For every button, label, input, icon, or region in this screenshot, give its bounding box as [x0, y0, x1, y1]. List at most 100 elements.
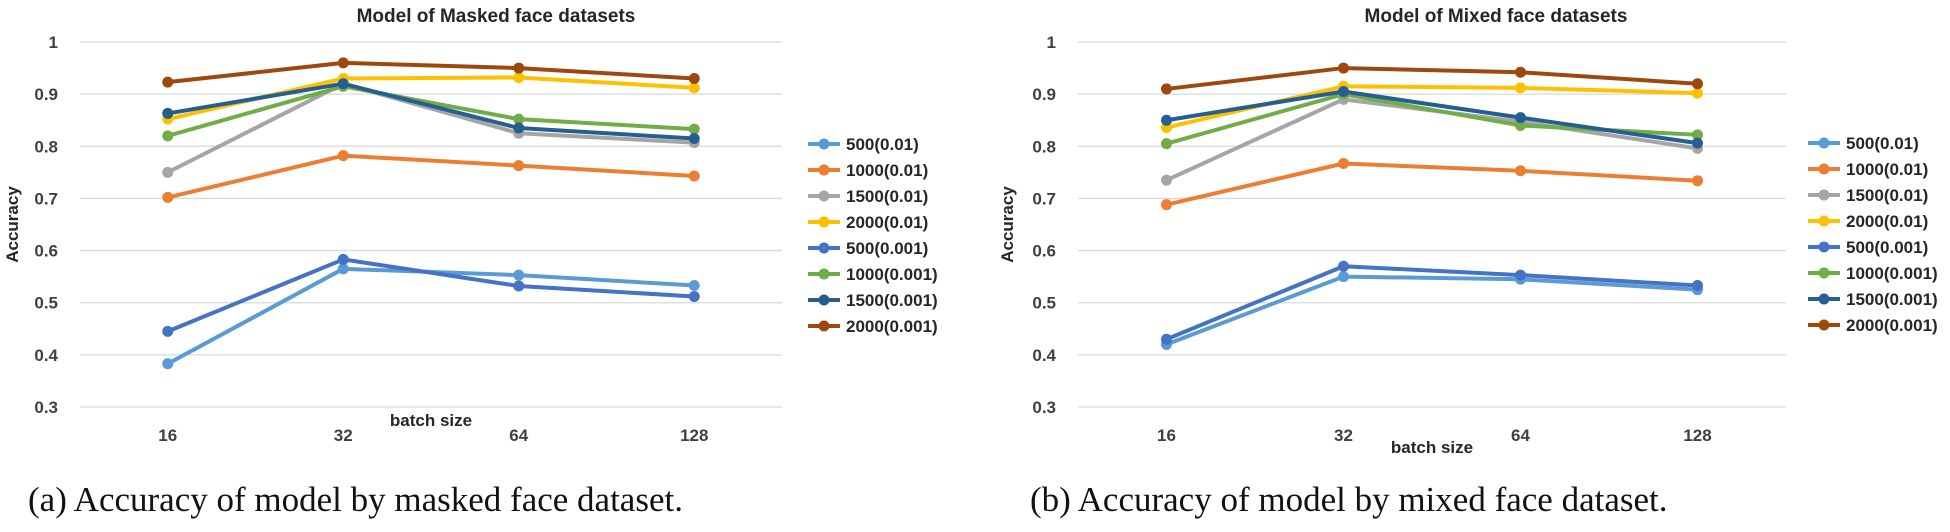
data-point — [1161, 199, 1172, 211]
series-1500(0.001) — [162, 78, 700, 144]
data-point — [688, 132, 700, 144]
series-500(0.01) — [162, 263, 700, 370]
data-point — [513, 269, 525, 281]
legend-label: 2000(0.001) — [846, 317, 938, 336]
y-tick-label: 0.5 — [34, 294, 58, 313]
x-tick-label: 16 — [1157, 426, 1176, 445]
data-point — [1515, 66, 1526, 78]
series-line — [165, 81, 697, 175]
data-point — [1338, 271, 1349, 283]
data-point — [337, 263, 349, 275]
legend-swatch-marker — [818, 242, 830, 254]
legend-swatch-marker — [1818, 137, 1830, 149]
legend-label: 1500(0.01) — [1846, 186, 1928, 205]
y-tick-label: 0.9 — [1032, 85, 1056, 104]
legend-entry: 500(0.01) — [808, 135, 919, 154]
data-point — [688, 123, 700, 135]
data-point — [1692, 87, 1703, 99]
legend-swatch-marker — [1818, 189, 1830, 201]
data-point — [513, 62, 525, 74]
x-tick-label: 32 — [334, 426, 353, 445]
legend-swatch-marker — [1818, 215, 1830, 227]
x-axis-label: batch size — [390, 411, 472, 430]
y-tick-label: 0.5 — [1032, 294, 1056, 313]
legend-label: 500(0.001) — [846, 239, 928, 258]
legend-entry: 1500(0.001) — [808, 291, 938, 310]
series-2000(0.01) — [162, 71, 700, 125]
legend: 500(0.01) 1000(0.01) 1500(0.01) 2000(0.01) 5… — [1808, 134, 1938, 335]
y-tick-label: 0.7 — [1032, 189, 1056, 208]
x-tick-label: 64 — [1511, 426, 1530, 445]
legend-entry: 2000(0.001) — [1808, 316, 1938, 335]
data-point — [1161, 114, 1172, 126]
data-point — [162, 76, 174, 88]
y-tick-label: 1 — [49, 33, 58, 52]
legend-swatch-marker — [818, 190, 830, 202]
data-point — [1515, 82, 1526, 94]
caption-b: (b) Accuracy of model by mixed face data… — [1030, 480, 1668, 519]
legend-swatch-marker — [818, 216, 830, 228]
data-point — [162, 166, 174, 178]
x-tick-label: 64 — [509, 426, 528, 445]
legend-label: 500(0.01) — [1846, 134, 1919, 153]
data-point — [162, 130, 174, 142]
y-tick-label: 0.6 — [34, 242, 58, 261]
data-point — [337, 78, 349, 90]
data-point — [1161, 174, 1172, 186]
data-point — [1161, 83, 1172, 95]
legend-swatch-marker — [1818, 267, 1830, 279]
legend-label: 500(0.001) — [1846, 238, 1928, 257]
data-point — [1338, 157, 1349, 169]
series-500(0.001) — [1161, 260, 1703, 345]
y-tick-label: 0.3 — [1032, 398, 1056, 417]
legend-label: 1000(0.01) — [1846, 160, 1928, 179]
data-point — [1692, 137, 1703, 149]
legend-entry: 1500(0.01) — [808, 187, 928, 206]
legend-swatch-marker — [1818, 241, 1830, 253]
legend-entry: 500(0.01) — [1808, 134, 1919, 153]
data-point — [688, 280, 700, 292]
data-point — [1692, 129, 1703, 141]
y-tick-label: 1 — [1047, 33, 1056, 52]
series-line — [1164, 161, 1700, 207]
x-axis-label: batch size — [1391, 438, 1473, 457]
legend-label: 2000(0.01) — [846, 213, 928, 232]
data-point — [162, 107, 174, 119]
x-tick-label: 16 — [158, 426, 177, 445]
legend-label: 1000(0.001) — [1846, 264, 1938, 283]
series-500(0.001) — [162, 253, 700, 337]
legend-label: 2000(0.001) — [1846, 316, 1938, 335]
legend-swatch-marker — [1818, 163, 1830, 175]
data-point — [337, 150, 349, 162]
series-line — [1164, 66, 1700, 91]
legend-swatch-marker — [818, 294, 830, 306]
series-line — [165, 84, 697, 138]
legend-label: 1500(0.001) — [1846, 290, 1938, 309]
caption-a: (a) Accuracy of model by masked face dat… — [28, 480, 683, 519]
series-2000(0.001) — [1161, 62, 1703, 95]
data-point — [688, 170, 700, 182]
y-tick-label: 0.4 — [1032, 346, 1056, 365]
y-tick-label: 0.8 — [34, 137, 58, 156]
data-point — [688, 290, 700, 302]
legend-entry: 500(0.001) — [1808, 238, 1928, 257]
data-point — [1161, 333, 1172, 345]
legend-swatch-marker — [818, 138, 830, 150]
series-line — [1164, 274, 1700, 347]
data-point — [513, 113, 525, 125]
data-point — [1515, 165, 1526, 177]
data-point — [513, 160, 525, 172]
chart-title: Model of Masked face datasets — [357, 6, 636, 27]
legend-swatch-marker — [818, 164, 830, 176]
legend-entry: 1000(0.01) — [808, 161, 928, 180]
data-point — [162, 358, 174, 370]
data-point — [1515, 119, 1526, 131]
data-point — [162, 191, 174, 203]
series-1500(0.001) — [1161, 86, 1703, 149]
series-2000(0.001) — [162, 57, 700, 88]
y-tick-label: 0.7 — [34, 189, 58, 208]
legend-swatch-marker — [1818, 319, 1830, 331]
series-1000(0.01) — [162, 150, 700, 203]
y-tick-label: 0.6 — [1032, 242, 1056, 261]
